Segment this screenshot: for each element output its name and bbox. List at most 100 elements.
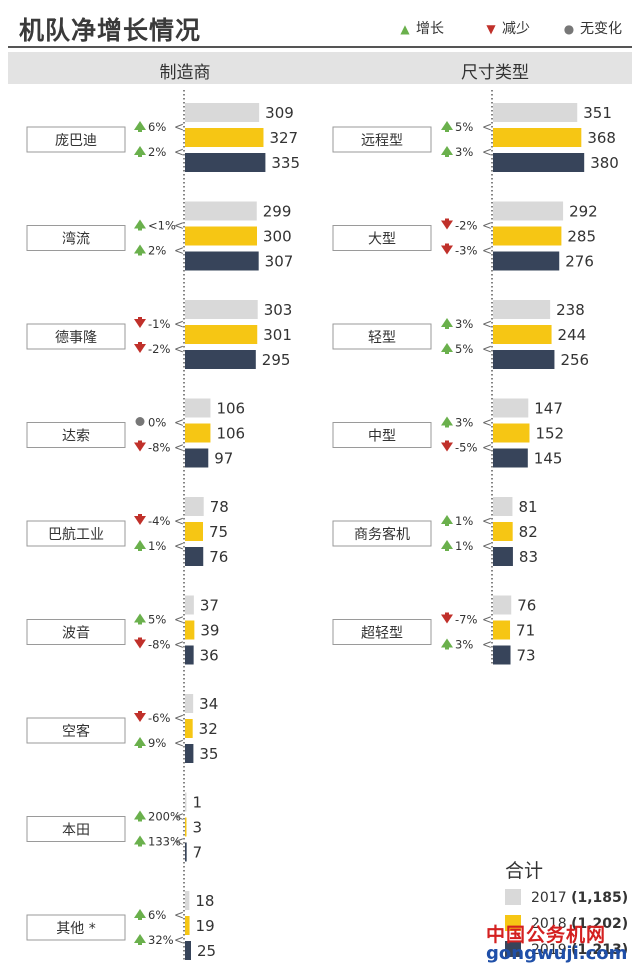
- change-bracket: <: [482, 416, 492, 430]
- category-label: 波音: [62, 625, 90, 642]
- bar-value-label: 244: [558, 326, 587, 344]
- up-arrow-icon: [134, 835, 146, 845]
- change-bracket: <: [174, 145, 184, 159]
- up-arrow-icon-stem: [445, 548, 449, 551]
- change-percent-label: 5%: [455, 342, 473, 356]
- totals-row-2019: 2019 (1,213): [505, 941, 628, 958]
- change-bracket: <: [174, 933, 184, 947]
- bar-value-label: 145: [534, 450, 563, 468]
- bar-value-label: 7: [193, 844, 203, 862]
- legend-item-no-change: ● 无变化: [562, 18, 622, 38]
- totals-year: 2019: [531, 942, 567, 958]
- change-bracket: <: [482, 317, 492, 331]
- bar-2018: [493, 226, 562, 246]
- bar-2017: [185, 103, 260, 122]
- bar-value-label: 292: [569, 203, 598, 221]
- change-bracket: <: [482, 514, 492, 528]
- bar-2019: [493, 153, 585, 172]
- up-arrow-icon-stem: [445, 523, 449, 526]
- bar-value-label: 3: [193, 819, 203, 837]
- category-label-box: [26, 914, 126, 941]
- bar-2019: [185, 448, 209, 468]
- bar-value-label: 83: [519, 548, 538, 566]
- totals-row-2018: 2018 (1,202): [505, 915, 628, 932]
- change-percent-label: 32%: [148, 933, 174, 947]
- up-arrow-icon: [134, 219, 146, 229]
- change-percent-label: 3%: [455, 317, 473, 331]
- category-label: 商务客机: [354, 526, 410, 543]
- change-percent-label: -8%: [148, 441, 170, 455]
- down-arrow-icon: [134, 344, 146, 353]
- down-arrow-icon-stem: [138, 317, 142, 320]
- change-percent-label: 0%: [148, 416, 166, 430]
- bar-value-label: 295: [262, 351, 291, 369]
- bar-value-label: 368: [587, 129, 616, 147]
- down-arrow-icon-stem: [445, 440, 449, 444]
- bar-value-label: 380: [590, 154, 619, 172]
- bar-value-label: 35: [199, 745, 218, 763]
- change-bracket: <: [482, 244, 492, 258]
- up-arrow-icon: [134, 146, 146, 155]
- change-bracket: <: [174, 711, 184, 725]
- legend-item-decrease: ▼ 减少: [484, 18, 530, 38]
- change-bracket: <: [174, 539, 184, 553]
- change-percent-label: -4%: [148, 514, 170, 528]
- up-arrow-icon: [134, 121, 146, 130]
- up-arrow-icon: [134, 540, 146, 549]
- up-arrow-icon-stem: [138, 548, 142, 551]
- watermark-logo: 中国公务机网 gongwuji.com: [486, 926, 627, 963]
- up-arrow-icon-stem: [445, 646, 449, 650]
- down-arrow-icon: ▼: [486, 22, 496, 36]
- down-arrow-icon: [134, 319, 146, 328]
- legend-item-increase: ▲ 增长: [398, 18, 444, 38]
- up-arrow-icon-stem: [138, 252, 142, 256]
- up-arrow-icon-stem: [138, 154, 142, 157]
- down-arrow-icon-stem: [138, 637, 142, 641]
- up-arrow-icon: [441, 540, 453, 549]
- up-arrow-icon: [441, 121, 453, 130]
- up-arrow-icon: [441, 318, 453, 327]
- change-bracket: <: [174, 908, 184, 922]
- bar-2019: [185, 842, 187, 862]
- watermark-line1: 中国公务机网: [486, 924, 607, 946]
- change-bracket: <: [174, 120, 184, 134]
- bar-2019: [493, 547, 513, 566]
- category-label: 庞巴迪: [55, 133, 97, 149]
- change-percent-label: -3%: [455, 244, 477, 258]
- bar-value-label: 81: [518, 498, 537, 516]
- up-arrow-icon: [441, 638, 453, 648]
- dot-icon: ●: [563, 22, 575, 36]
- bar-2019: [493, 350, 555, 369]
- swatch-2018: [505, 915, 521, 931]
- down-arrow-icon: [134, 713, 146, 722]
- bar-2018: [185, 522, 203, 541]
- bar-2018: [185, 817, 187, 837]
- swatch-2017: [505, 889, 521, 905]
- up-arrow-icon-stem: [138, 818, 142, 822]
- bar-2019: [493, 645, 511, 665]
- column-header-manufacturer: 制造商: [159, 63, 211, 83]
- up-arrow-icon-stem: [138, 843, 142, 847]
- category-label-box: [332, 225, 432, 251]
- category-label-box: [332, 126, 432, 153]
- bar-value-label: 19: [196, 917, 215, 935]
- bar-2019: [185, 941, 191, 960]
- bar-2018: [185, 719, 193, 738]
- change-bracket: <: [482, 539, 492, 553]
- totals-value: (1,213): [571, 942, 629, 958]
- bar-2019: [185, 645, 194, 665]
- bar-value-label: 37: [200, 597, 219, 615]
- change-bracket: <: [482, 342, 492, 356]
- up-arrow-icon-stem: [138, 227, 142, 231]
- bar-value-label: 335: [271, 154, 300, 172]
- bar-value-label: 78: [210, 498, 229, 516]
- bar-value-label: 299: [263, 203, 292, 221]
- category-label: 湾流: [62, 231, 90, 248]
- bar-value-label: 301: [263, 326, 292, 344]
- up-arrow-icon-stem: [445, 424, 449, 428]
- up-arrow-icon-stem: [445, 154, 449, 157]
- bar-2017: [493, 103, 578, 122]
- category-label-box: [26, 816, 126, 842]
- bar-value-label: 39: [200, 622, 219, 640]
